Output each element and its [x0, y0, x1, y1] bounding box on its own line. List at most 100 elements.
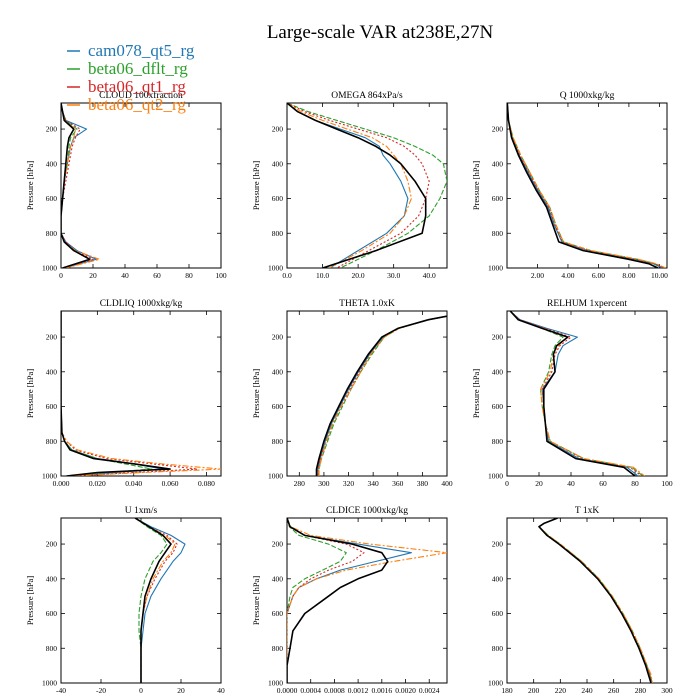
y-tick-label: 200 [272, 125, 284, 134]
y-tick-label: 400 [272, 367, 284, 376]
x-tick-label: 0.0024 [419, 686, 440, 695]
y-tick-label: 600 [492, 609, 504, 618]
x-tick-label: 300 [318, 479, 330, 488]
y-tick-label: 200 [46, 125, 58, 134]
y-axis-label: Pressure [hPa] [471, 369, 481, 419]
chart-panel: THETA 1.0xK 200 400 600 800 1000 280 300 320 340 3… [251, 299, 453, 488]
y-tick-label: 1000 [488, 264, 503, 273]
x-tick-label: 240 [581, 686, 593, 695]
y-tick-label: 1000 [268, 679, 283, 688]
y-tick-label: 800 [492, 229, 504, 238]
y-tick-label: 800 [46, 644, 58, 653]
series-line-cam078_qt5_rg [134, 518, 186, 683]
series-line-beta06_qt2_rg [318, 315, 447, 476]
x-tick-label: 0.0 [282, 271, 292, 280]
y-tick-label: 600 [46, 194, 58, 203]
series-line-beta06_qt2_rg [287, 103, 412, 268]
y-tick-label: 200 [46, 333, 58, 342]
chart-panel: U 1xm/s 200 400 600 800 1000-40 -20 0 20 40 Pressu… [25, 506, 225, 695]
x-tick-label: 60 [599, 479, 607, 488]
series-line-beta06_dflt_rg [318, 315, 447, 476]
x-tick-label: 0.000 [53, 479, 70, 488]
series-line-unlabeled [287, 103, 427, 268]
panel-title: CLDICE 1000xkg/kg [326, 506, 408, 516]
x-tick-label: 10.0 [316, 271, 329, 280]
y-axis-label: Pressure [hPa] [25, 161, 35, 211]
x-tick-label: 100 [215, 271, 227, 280]
y-tick-label: 1000 [42, 472, 57, 481]
series-line-beta06_dflt_rg [287, 103, 447, 268]
panel-title: Q 1000xkg/kg [560, 91, 615, 101]
legend: cam078_qt5_rgbeta06_dflt_rgbeta06_qt1_rg… [67, 41, 195, 114]
plot-frame [506, 310, 668, 477]
y-tick-label: 1000 [268, 264, 283, 273]
x-tick-label: 0.0020 [395, 686, 416, 695]
plot-frame [506, 102, 668, 269]
y-axis-label: Pressure [hPa] [251, 369, 261, 419]
y-tick-label: 400 [272, 574, 284, 583]
y-axis-label: Pressure [hPa] [251, 161, 261, 211]
x-tick-label: 30.0 [387, 271, 400, 280]
x-tick-label: 400 [441, 479, 453, 488]
y-axis-label: Pressure [hPa] [471, 161, 481, 211]
plot-frame [60, 102, 222, 269]
y-tick-label: 800 [272, 229, 284, 238]
x-tick-label: 320 [343, 479, 355, 488]
series-line-beta06_qt1_rg [61, 311, 198, 476]
series-line-unlabeled [509, 311, 636, 476]
series-line-unlabeled [507, 103, 659, 268]
series-line-beta06_qt2_rg [509, 311, 645, 476]
y-tick-label: 1000 [42, 679, 57, 688]
series-line-unlabeled [315, 315, 447, 476]
plot-frame [286, 102, 448, 269]
series-line-unlabeled [538, 518, 652, 683]
series-line-beta06_qt1_rg [134, 518, 178, 683]
y-tick-label: 600 [272, 402, 284, 411]
x-tick-label: 0 [59, 271, 63, 280]
x-tick-label: 20.0 [352, 271, 365, 280]
x-tick-label: 0.020 [89, 479, 106, 488]
x-tick-label: 10.00 [651, 271, 668, 280]
y-tick-label: 400 [46, 574, 58, 583]
y-tick-label: 200 [492, 540, 504, 549]
series-line-beta06_qt2_rg [287, 518, 447, 683]
y-tick-label: 400 [46, 367, 58, 376]
x-tick-label: 180 [501, 686, 513, 695]
x-tick-label: 60 [153, 271, 161, 280]
x-tick-label: 200 [528, 686, 540, 695]
x-tick-label: 0.080 [198, 479, 215, 488]
series-line-cam078_qt5_rg [507, 103, 663, 268]
x-tick-label: 40 [217, 686, 225, 695]
y-tick-label: 1000 [488, 679, 503, 688]
y-tick-label: 800 [272, 644, 284, 653]
y-tick-label: 800 [46, 229, 58, 238]
x-tick-label: 20 [177, 686, 185, 695]
x-tick-label: 0.0016 [372, 686, 393, 695]
x-tick-label: 0.040 [125, 479, 142, 488]
y-axis-label: Pressure [hPa] [25, 576, 35, 626]
x-tick-label: 260 [608, 686, 620, 695]
plot-frame [286, 517, 448, 684]
panel-title: U 1xm/s [125, 506, 158, 516]
x-tick-label: 8.00 [622, 271, 635, 280]
x-tick-label: 0.0000 [277, 686, 298, 695]
y-tick-label: 800 [46, 437, 58, 446]
x-tick-label: 0 [139, 686, 143, 695]
series-line-cam078_qt5_rg [509, 311, 639, 476]
y-tick-label: 600 [272, 194, 284, 203]
legend-label: beta06_dflt_rg [88, 59, 188, 78]
series-line-beta06_qt1_rg [507, 103, 665, 268]
panel-title: CLOUD 100xfraction [99, 90, 183, 101]
y-tick-label: 800 [272, 437, 284, 446]
plot-frame [286, 310, 448, 477]
panel-title: THETA 1.0xK [339, 299, 395, 309]
y-tick-label: 400 [492, 159, 504, 168]
x-tick-label: 220 [555, 686, 567, 695]
x-tick-label: 80 [631, 479, 639, 488]
y-tick-label: 200 [272, 540, 284, 549]
y-tick-label: 200 [492, 125, 504, 134]
